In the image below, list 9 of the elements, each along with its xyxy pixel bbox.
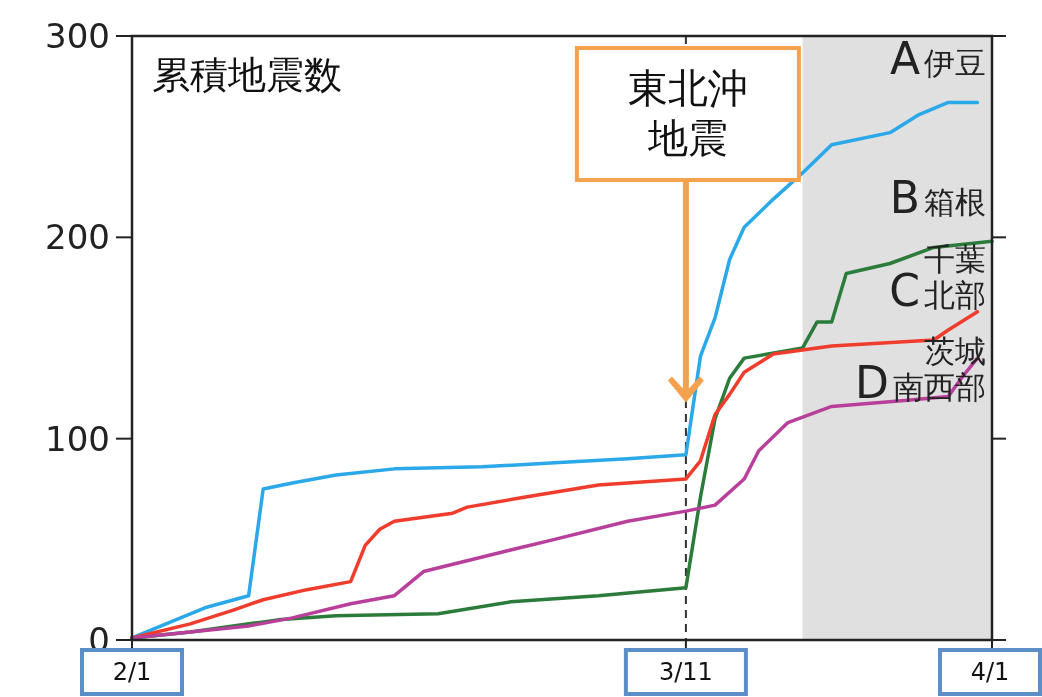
ref-line-label: 東北沖地震 (627, 65, 748, 161)
series-label: A伊豆 (889, 33, 986, 85)
x-tick-label: 4/1 (970, 658, 1010, 687)
x-tick-label: 3/11 (658, 658, 713, 687)
y-tick-label: 300 (45, 15, 110, 56)
y-tick-label: 200 (45, 217, 110, 258)
y-tick-label: 100 (45, 418, 110, 459)
text: 累積地震数 (152, 53, 342, 97)
x-tick-label: 2/1 (112, 658, 152, 687)
